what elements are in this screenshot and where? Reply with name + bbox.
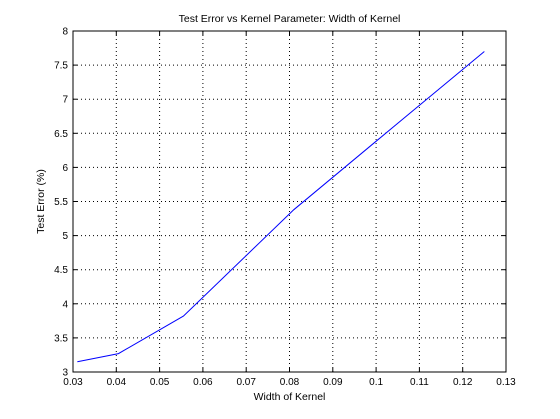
x-tick-label: 0.13 <box>496 377 516 388</box>
y-axis-label: Test Error (%) <box>35 169 47 234</box>
x-tick-label: 0.03 <box>63 377 83 388</box>
y-tick-label: 8 <box>62 27 68 38</box>
y-tick-label: 5 <box>62 231 68 242</box>
y-tick-label: 6.5 <box>54 129 68 140</box>
chart-title: Test Error vs Kernel Parameter: Width of… <box>179 13 401 25</box>
axis-ticks <box>72 30 507 373</box>
y-tick-label: 3 <box>62 368 68 379</box>
x-tick-label: 0.11 <box>410 377 429 388</box>
x-tick-label: 0.08 <box>280 377 300 388</box>
y-tick-label: 4 <box>62 299 68 310</box>
x-axis-label: Width of Kernel <box>254 391 326 403</box>
y-tick-label: 4.5 <box>54 265 68 276</box>
series <box>77 51 485 363</box>
x-tick-label: 0.07 <box>236 377 256 388</box>
grid <box>73 31 506 372</box>
x-axis-tick-labels: 0.03 0.04 0.05 0.06 0.07 0.08 0.09 0.1 0.11 0.12 0… <box>63 377 516 388</box>
x-tick-label: 0.04 <box>107 377 127 388</box>
y-tick-label: 5.5 <box>54 197 68 208</box>
y-tick-label: 7 <box>62 95 68 106</box>
y-tick-label: 7.5 <box>54 61 68 72</box>
x-tick-label: 0.05 <box>150 377 170 388</box>
x-tick-label: 0.09 <box>323 377 343 388</box>
x-tick-label: 0.1 <box>369 377 383 388</box>
x-tick-label: 0.12 <box>453 377 473 388</box>
x-tick-label: 0.06 <box>193 377 213 388</box>
y-axis-tick-labels: 3 3.5 4 4.5 5 5.5 6 6.5 7 7.5 8 <box>54 27 68 379</box>
y-tick-label: 3.5 <box>54 333 68 344</box>
y-tick-label: 6 <box>62 163 68 174</box>
series-line <box>77 51 485 363</box>
